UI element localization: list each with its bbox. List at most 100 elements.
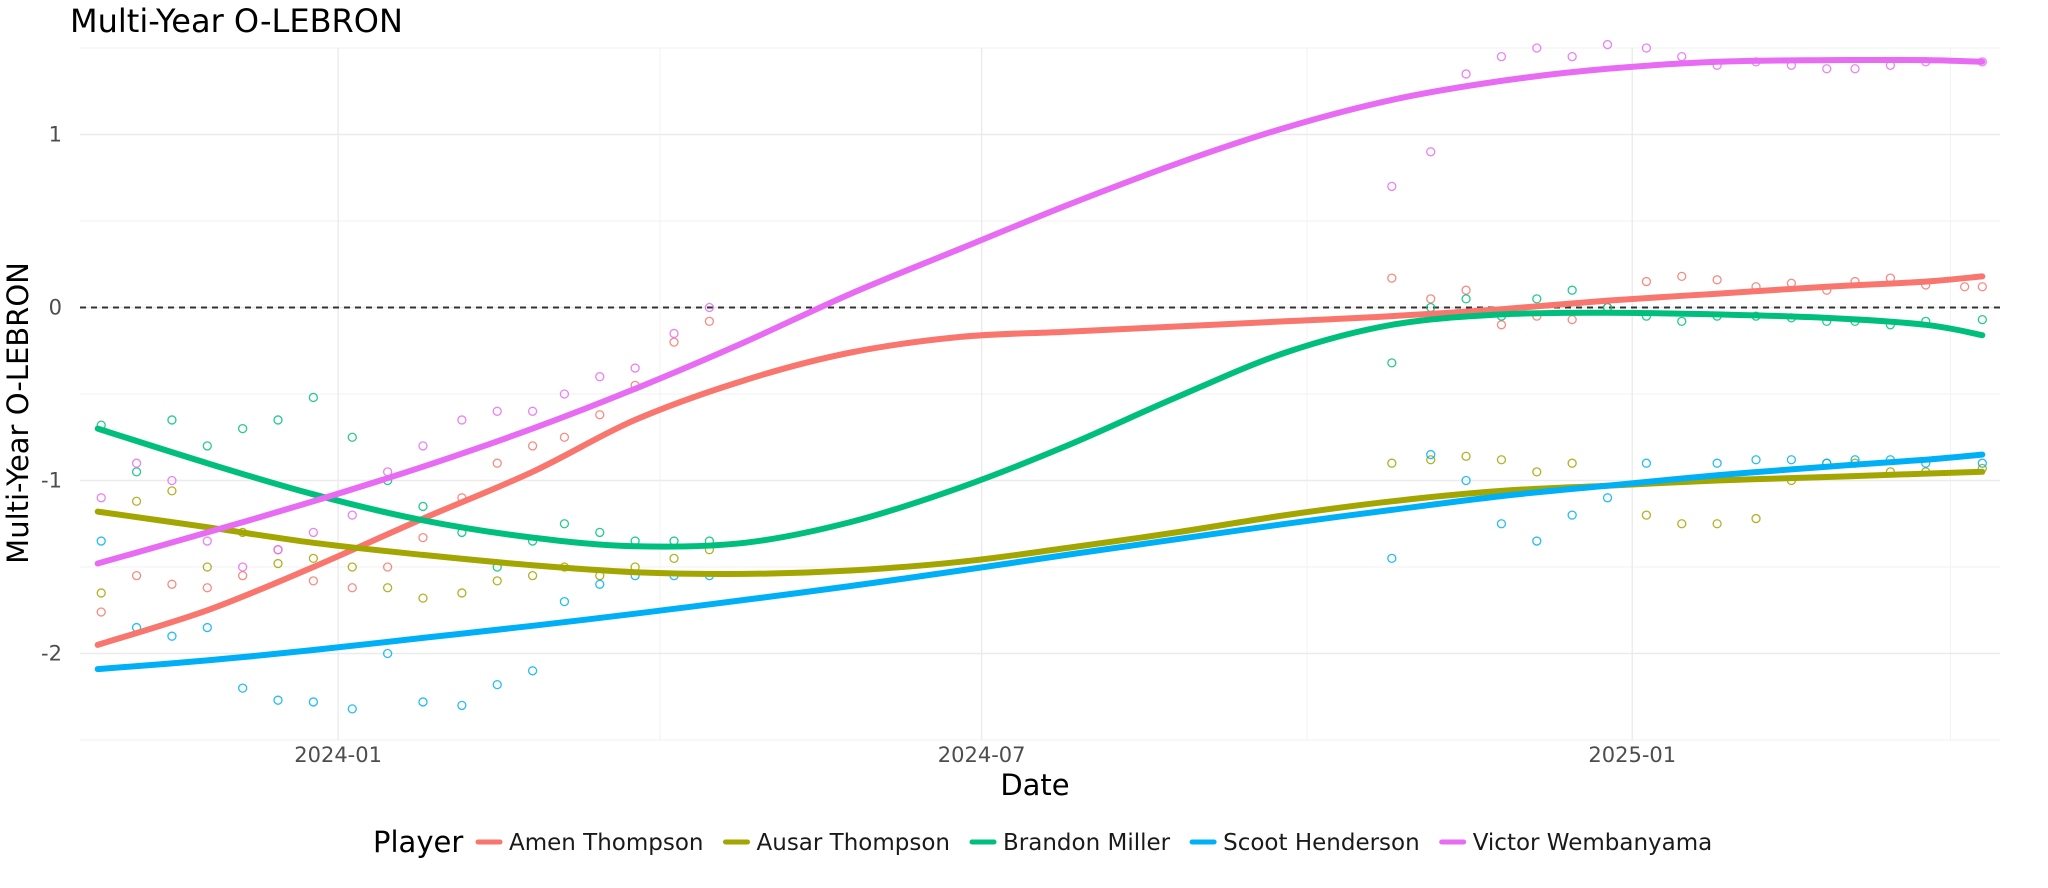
data-point-scoot-henderson — [1786, 455, 1797, 465]
data-point-victor-wembanyama — [1677, 52, 1687, 62]
data-point-brandon-miller — [308, 392, 319, 403]
data-point-amen-thompson — [595, 410, 605, 420]
trend-line-ausar-thompson — [94, 468, 1986, 577]
data-point-amen-thompson — [1496, 320, 1507, 330]
data-point-victor-wembanyama — [492, 406, 502, 416]
x-tick-label: 2024-07 — [938, 743, 1026, 767]
legend-title: Player — [373, 825, 463, 859]
data-point-brandon-miller — [1532, 294, 1542, 304]
y-tick-label: -1 — [41, 469, 62, 493]
chart-title: Multi-Year O-LEBRON — [70, 2, 403, 40]
data-point-amen-thompson — [1426, 294, 1436, 304]
data-point-victor-wembanyama — [1461, 69, 1471, 79]
data-point-victor-wembanyama — [1532, 43, 1542, 53]
trend-line-victor-wembanyama — [94, 56, 1986, 567]
data-point-brandon-miller — [167, 415, 177, 425]
data-point-brandon-miller — [131, 467, 142, 477]
data-point-victor-wembanyama — [527, 406, 538, 416]
data-point-scoot-henderson — [238, 683, 248, 693]
data-point-amen-thompson — [382, 562, 393, 572]
data-point-scoot-henderson — [1977, 458, 1987, 468]
data-point-amen-thompson — [1461, 285, 1471, 295]
data-point-brandon-miller — [595, 527, 605, 538]
data-point-victor-wembanyama — [308, 527, 319, 538]
data-point-ausar-thompson — [1532, 467, 1542, 477]
data-point-victor-wembanyama — [202, 536, 212, 546]
data-point-amen-thompson — [347, 583, 357, 593]
data-point-scoot-henderson — [1461, 475, 1471, 486]
data-point-brandon-miller — [347, 432, 357, 442]
data-point-ausar-thompson — [96, 588, 106, 598]
data-point-scoot-henderson — [202, 622, 212, 633]
data-point-brandon-miller — [1567, 285, 1577, 295]
data-point-victor-wembanyama — [1822, 64, 1832, 74]
data-point-victor-wembanyama — [131, 458, 142, 468]
data-point-ausar-thompson — [167, 486, 177, 496]
data-point-scoot-henderson — [595, 579, 605, 589]
data-point-brandon-miller — [1461, 294, 1471, 304]
data-points — [96, 39, 1987, 714]
data-point-scoot-henderson — [457, 700, 467, 711]
data-point-ausar-thompson — [418, 593, 428, 603]
data-point-ausar-thompson — [1496, 455, 1507, 465]
data-point-victor-wembanyama — [630, 363, 640, 373]
data-point-ausar-thompson — [669, 553, 679, 563]
data-point-scoot-henderson — [1712, 458, 1722, 468]
data-point-amen-thompson — [238, 571, 248, 581]
data-point-ausar-thompson — [1461, 451, 1471, 461]
data-point-ausar-thompson — [347, 562, 357, 572]
data-point-victor-wembanyama — [669, 328, 679, 339]
data-point-amen-thompson — [96, 607, 106, 617]
data-point-amen-thompson — [669, 337, 679, 347]
data-point-victor-wembanyama — [1426, 147, 1436, 157]
trend-line-amen-thompson — [94, 273, 1986, 648]
data-point-brandon-miller — [418, 501, 428, 512]
data-point-scoot-henderson — [1567, 510, 1577, 520]
data-point-scoot-henderson — [96, 536, 106, 546]
x-axis-label: Date — [1000, 768, 1069, 802]
data-point-ausar-thompson — [527, 571, 538, 581]
data-point-brandon-miller — [1387, 358, 1397, 368]
data-point-victor-wembanyama — [167, 475, 177, 486]
x-tick-label: 2024-01 — [294, 743, 382, 767]
data-point-amen-thompson — [202, 583, 212, 593]
trend-line-brandon-miller — [94, 309, 1986, 550]
data-point-ausar-thompson — [1751, 513, 1761, 524]
data-point-scoot-henderson — [347, 704, 357, 714]
data-point-victor-wembanyama — [238, 562, 248, 572]
data-point-ausar-thompson — [457, 588, 467, 598]
y-tick-label: 0 — [49, 296, 62, 320]
data-point-scoot-henderson — [418, 697, 428, 707]
data-point-scoot-henderson — [1532, 536, 1542, 546]
trend-line-scoot-henderson — [94, 451, 1986, 673]
y-axis-ticks: -2 -1 0 1 — [41, 123, 62, 666]
data-point-ausar-thompson — [1641, 510, 1652, 520]
data-point-scoot-henderson — [559, 596, 570, 607]
data-point-scoot-henderson — [273, 695, 283, 705]
data-point-amen-thompson — [418, 532, 428, 543]
data-point-amen-thompson — [167, 579, 177, 589]
data-point-ausar-thompson — [273, 558, 283, 569]
trend-lines — [94, 56, 1986, 673]
legend-label-victor-wembanyama: Victor Wembanyama — [1473, 830, 1713, 856]
data-point-victor-wembanyama — [1567, 52, 1577, 62]
data-point-amen-thompson — [704, 316, 715, 326]
data-point-victor-wembanyama — [559, 389, 570, 399]
data-point-amen-thompson — [1712, 275, 1722, 285]
data-point-brandon-miller — [238, 423, 248, 434]
data-point-scoot-henderson — [1751, 455, 1761, 465]
data-point-victor-wembanyama — [704, 302, 715, 313]
legend-label-brandon-miller: Brandon Miller — [1003, 830, 1171, 856]
data-point-scoot-henderson — [1387, 553, 1397, 563]
x-axis-ticks: 2024-01 2024-07 2025-01 — [294, 743, 1676, 767]
data-point-victor-wembanyama — [1850, 64, 1860, 74]
data-point-amen-thompson — [559, 432, 570, 442]
data-point-victor-wembanyama — [1602, 39, 1613, 50]
grid — [80, 47, 2000, 741]
data-point-scoot-henderson — [308, 697, 319, 707]
y-tick-label: 1 — [49, 123, 62, 147]
data-point-victor-wembanyama — [96, 493, 106, 503]
x-tick-label: 2025-01 — [1588, 743, 1676, 767]
data-point-scoot-henderson — [1426, 449, 1436, 460]
data-point-victor-wembanyama — [418, 441, 428, 451]
